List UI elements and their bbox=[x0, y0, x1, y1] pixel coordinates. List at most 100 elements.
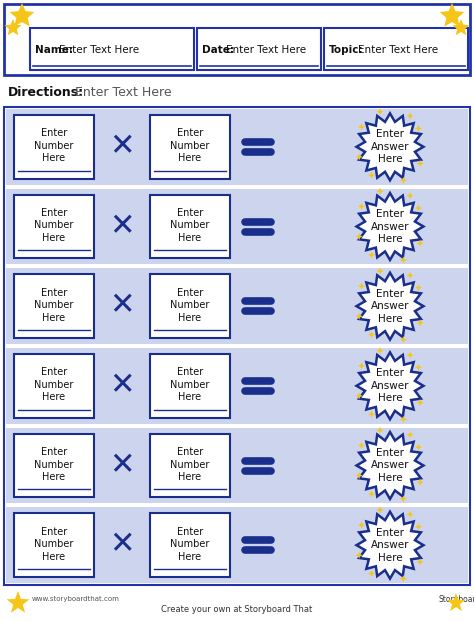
Text: Enter
Answer
Here: Enter Answer Here bbox=[371, 368, 409, 403]
Text: Topic:: Topic: bbox=[329, 45, 364, 55]
Polygon shape bbox=[407, 511, 414, 518]
FancyBboxPatch shape bbox=[150, 354, 230, 418]
Text: Create your own at Storyboard That: Create your own at Storyboard That bbox=[161, 604, 313, 614]
Text: Enter Text Here: Enter Text Here bbox=[358, 45, 438, 55]
Polygon shape bbox=[417, 160, 424, 167]
Polygon shape bbox=[356, 233, 363, 240]
Polygon shape bbox=[400, 336, 407, 343]
Polygon shape bbox=[415, 524, 422, 530]
FancyBboxPatch shape bbox=[150, 274, 230, 338]
Polygon shape bbox=[400, 177, 407, 184]
FancyBboxPatch shape bbox=[14, 514, 94, 577]
Polygon shape bbox=[415, 284, 422, 291]
Text: Enter
Number
Here: Enter Number Here bbox=[34, 208, 73, 243]
Text: Date:: Date: bbox=[202, 45, 234, 55]
Text: ✕: ✕ bbox=[109, 292, 135, 320]
Polygon shape bbox=[358, 203, 365, 210]
FancyBboxPatch shape bbox=[14, 433, 94, 497]
Polygon shape bbox=[417, 558, 424, 565]
Polygon shape bbox=[400, 575, 407, 582]
Text: Enter
Answer
Here: Enter Answer Here bbox=[371, 129, 409, 164]
Polygon shape bbox=[368, 331, 375, 338]
Polygon shape bbox=[407, 272, 414, 279]
FancyBboxPatch shape bbox=[324, 28, 468, 70]
Text: Enter
Number
Here: Enter Number Here bbox=[170, 288, 210, 322]
FancyBboxPatch shape bbox=[6, 428, 468, 504]
Polygon shape bbox=[376, 188, 383, 195]
Polygon shape bbox=[415, 443, 422, 451]
Polygon shape bbox=[453, 19, 470, 35]
Polygon shape bbox=[415, 364, 422, 371]
Polygon shape bbox=[368, 172, 375, 179]
Polygon shape bbox=[400, 256, 407, 263]
Polygon shape bbox=[415, 204, 422, 212]
Text: Enter
Number
Here: Enter Number Here bbox=[34, 527, 73, 561]
FancyBboxPatch shape bbox=[14, 274, 94, 338]
Polygon shape bbox=[417, 399, 424, 406]
Text: Storyboard: Storyboard bbox=[439, 594, 474, 604]
Polygon shape bbox=[407, 193, 414, 199]
Text: Enter
Number
Here: Enter Number Here bbox=[170, 368, 210, 402]
Polygon shape bbox=[376, 268, 383, 274]
FancyBboxPatch shape bbox=[150, 514, 230, 577]
FancyBboxPatch shape bbox=[30, 28, 194, 70]
Polygon shape bbox=[9, 3, 34, 27]
Text: Enter Text Here: Enter Text Here bbox=[59, 45, 139, 55]
FancyBboxPatch shape bbox=[6, 507, 468, 583]
Polygon shape bbox=[417, 319, 424, 327]
FancyBboxPatch shape bbox=[197, 28, 321, 70]
Polygon shape bbox=[447, 593, 465, 611]
Polygon shape bbox=[7, 591, 29, 613]
Polygon shape bbox=[417, 479, 424, 486]
Polygon shape bbox=[356, 352, 423, 419]
Text: Enter
Answer
Here: Enter Answer Here bbox=[371, 289, 409, 324]
Text: ✕: ✕ bbox=[109, 132, 135, 161]
FancyBboxPatch shape bbox=[150, 433, 230, 497]
Text: Name:: Name: bbox=[35, 45, 73, 55]
FancyBboxPatch shape bbox=[4, 107, 470, 585]
Polygon shape bbox=[407, 112, 414, 120]
Text: Enter
Number
Here: Enter Number Here bbox=[34, 447, 73, 482]
Polygon shape bbox=[407, 431, 414, 438]
Text: Enter Text Here: Enter Text Here bbox=[226, 45, 306, 55]
FancyBboxPatch shape bbox=[150, 194, 230, 258]
Text: Enter Text Here: Enter Text Here bbox=[75, 86, 172, 99]
Polygon shape bbox=[358, 442, 365, 449]
Text: Enter
Number
Here: Enter Number Here bbox=[170, 527, 210, 561]
Text: Enter
Number
Here: Enter Number Here bbox=[34, 129, 73, 163]
FancyBboxPatch shape bbox=[14, 354, 94, 418]
FancyBboxPatch shape bbox=[6, 268, 468, 344]
Polygon shape bbox=[358, 123, 365, 130]
Polygon shape bbox=[356, 313, 363, 320]
Polygon shape bbox=[356, 512, 423, 579]
Polygon shape bbox=[356, 392, 363, 399]
FancyBboxPatch shape bbox=[14, 115, 94, 179]
FancyBboxPatch shape bbox=[14, 194, 94, 258]
Text: Enter
Answer
Here: Enter Answer Here bbox=[371, 209, 409, 244]
Polygon shape bbox=[358, 522, 365, 528]
Polygon shape bbox=[440, 3, 465, 27]
Text: Enter
Number
Here: Enter Number Here bbox=[34, 288, 73, 322]
Text: Enter
Number
Here: Enter Number Here bbox=[170, 129, 210, 163]
Text: Enter
Number
Here: Enter Number Here bbox=[170, 447, 210, 482]
Polygon shape bbox=[356, 193, 423, 260]
FancyBboxPatch shape bbox=[150, 115, 230, 179]
FancyBboxPatch shape bbox=[6, 189, 468, 265]
Polygon shape bbox=[356, 432, 423, 499]
Text: ✕: ✕ bbox=[109, 451, 135, 480]
Text: ✕: ✕ bbox=[109, 371, 135, 401]
FancyBboxPatch shape bbox=[6, 109, 468, 184]
Polygon shape bbox=[4, 19, 21, 35]
Polygon shape bbox=[368, 491, 375, 497]
Polygon shape bbox=[356, 273, 423, 340]
Text: Enter
Number
Here: Enter Number Here bbox=[170, 208, 210, 243]
Polygon shape bbox=[358, 362, 365, 369]
Polygon shape bbox=[407, 351, 414, 358]
Polygon shape bbox=[415, 125, 422, 132]
Polygon shape bbox=[356, 153, 363, 160]
Text: Directions:: Directions: bbox=[8, 86, 84, 99]
Polygon shape bbox=[358, 283, 365, 289]
Text: Enter
Answer
Here: Enter Answer Here bbox=[371, 448, 409, 483]
FancyBboxPatch shape bbox=[4, 4, 470, 75]
Text: ✕: ✕ bbox=[109, 212, 135, 241]
